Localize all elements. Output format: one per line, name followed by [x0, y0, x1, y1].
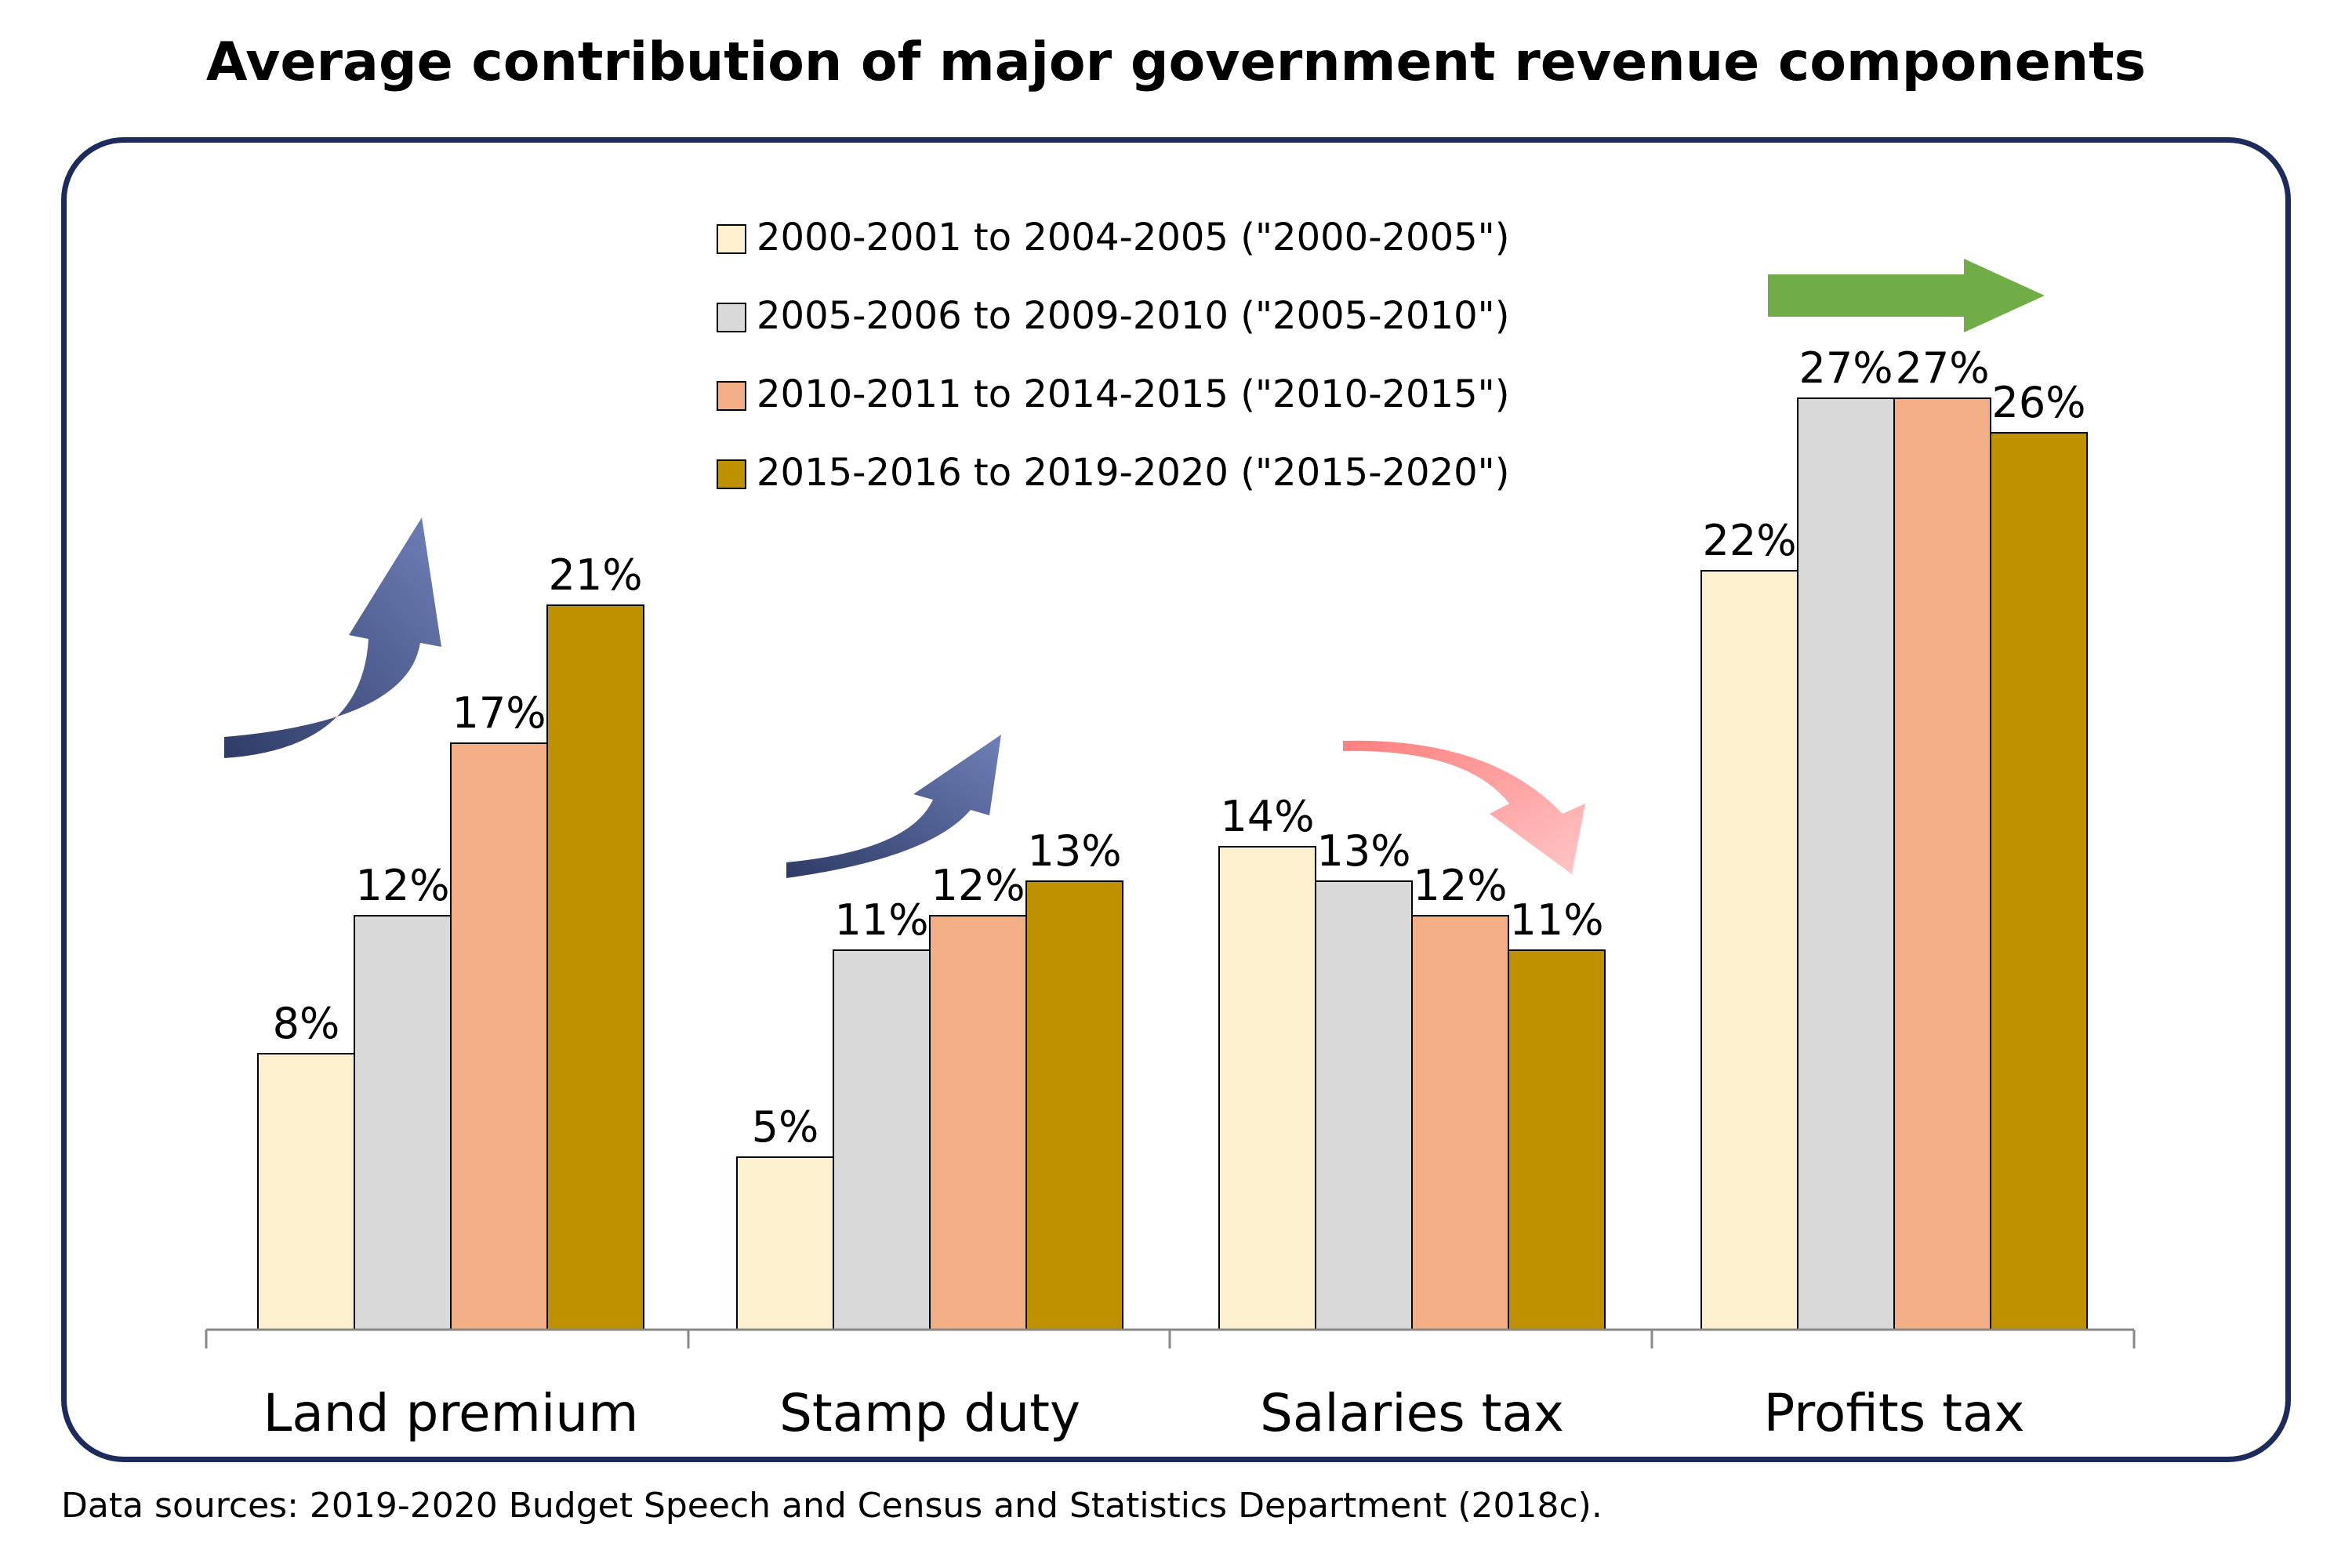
bar-profits-tax-series-3: [1893, 397, 1991, 1330]
trend-arrow-up-land-premium: [224, 517, 441, 758]
bar-salaries-tax-series-2: [1315, 880, 1413, 1330]
data-label-land-premium-series-2: 12%: [355, 861, 449, 910]
trend-arrow-flat-profits-tax: [1768, 259, 2045, 332]
x-tick-label-land-premium: Land premium: [263, 1383, 639, 1443]
legend-label-2: 2005-2006 to 2009-2010 ("2005-2010"): [757, 294, 1509, 338]
x-tick-label-profits-tax: Profits tax: [1764, 1383, 2025, 1443]
bar-profits-tax-series-4: [1990, 432, 2088, 1330]
data-label-stamp-duty-series-4: 13%: [1027, 826, 1121, 876]
bar-salaries-tax-series-1: [1218, 846, 1316, 1330]
legend-swatch-4: [717, 459, 746, 489]
bar-stamp-duty-series-3: [929, 915, 1027, 1330]
data-label-salaries-tax-series-1: 14%: [1220, 792, 1314, 841]
data-label-stamp-duty-series-1: 5%: [752, 1102, 819, 1152]
source-note: Data sources: 2019-2020 Budget Speech an…: [61, 1486, 1602, 1526]
bar-salaries-tax-series-4: [1508, 949, 1606, 1330]
data-label-land-premium-series-4: 21%: [548, 550, 642, 600]
legend-swatch-1: [717, 224, 746, 254]
data-label-land-premium-series-1: 8%: [273, 999, 340, 1048]
trend-arrow-down-salaries-tax: [1343, 740, 1585, 874]
bar-land-premium-series-3: [450, 742, 548, 1330]
data-label-land-premium-series-3: 17%: [452, 688, 546, 738]
data-label-profits-tax-series-2: 27%: [1798, 343, 1893, 393]
data-label-profits-tax-series-1: 22%: [1702, 516, 1796, 565]
bar-land-premium-series-4: [546, 604, 644, 1330]
bar-land-premium-series-2: [354, 915, 452, 1330]
trend-arrow-up-stamp-duty: [786, 735, 1001, 878]
legend-label-1: 2000-2001 to 2004-2005 ("2000-2005"): [757, 216, 1509, 260]
bar-stamp-duty-series-4: [1025, 880, 1123, 1330]
bar-stamp-duty-series-1: [736, 1156, 834, 1330]
data-label-salaries-tax-series-4: 11%: [1509, 895, 1603, 945]
bar-profits-tax-series-1: [1700, 570, 1798, 1330]
trend-arrows: [224, 259, 2045, 878]
legend-swatch-3: [717, 381, 746, 411]
legend-label-3: 2010-2011 to 2014-2015 ("2010-2015"): [757, 372, 1509, 416]
x-tick-label-stamp-duty: Stamp duty: [779, 1383, 1080, 1443]
legend-label-4: 2015-2016 to 2019-2020 ("2015-2020"): [757, 451, 1509, 495]
bars-group: [257, 397, 2088, 1330]
bar-land-premium-series-1: [257, 1053, 355, 1330]
chart-title: Average contribution of major government…: [205, 31, 2147, 93]
bar-profits-tax-series-2: [1797, 397, 1895, 1330]
data-labels-group: 8%5%14%22%12%11%13%27%17%12% 12%27%21%13%…: [273, 343, 2086, 1152]
data-label-salaries-tax-series-3: 12%: [1413, 861, 1507, 910]
data-label-profits-tax-series-4: 26%: [1991, 378, 2085, 427]
bar-stamp-duty-series-2: [833, 949, 931, 1330]
data-label-stamp-duty-series-3: 12%: [931, 861, 1025, 910]
x-axis: Land premium Stamp duty Salaries tax Profit…: [205, 1328, 2136, 1443]
data-label-stamp-duty-series-2: 11%: [834, 895, 928, 945]
legend: 2000-2001 to 2004-2005 ("2000-2005") 2005…: [717, 216, 1509, 495]
data-label-salaries-tax-series-2: 13%: [1316, 826, 1410, 876]
legend-swatch-2: [717, 303, 746, 332]
x-tick-label-salaries-tax: Salaries tax: [1260, 1383, 1564, 1443]
data-label-profits-tax-series-3: 27%: [1895, 343, 1989, 393]
bar-salaries-tax-series-3: [1411, 915, 1509, 1330]
chart-frame: [61, 137, 2291, 1462]
